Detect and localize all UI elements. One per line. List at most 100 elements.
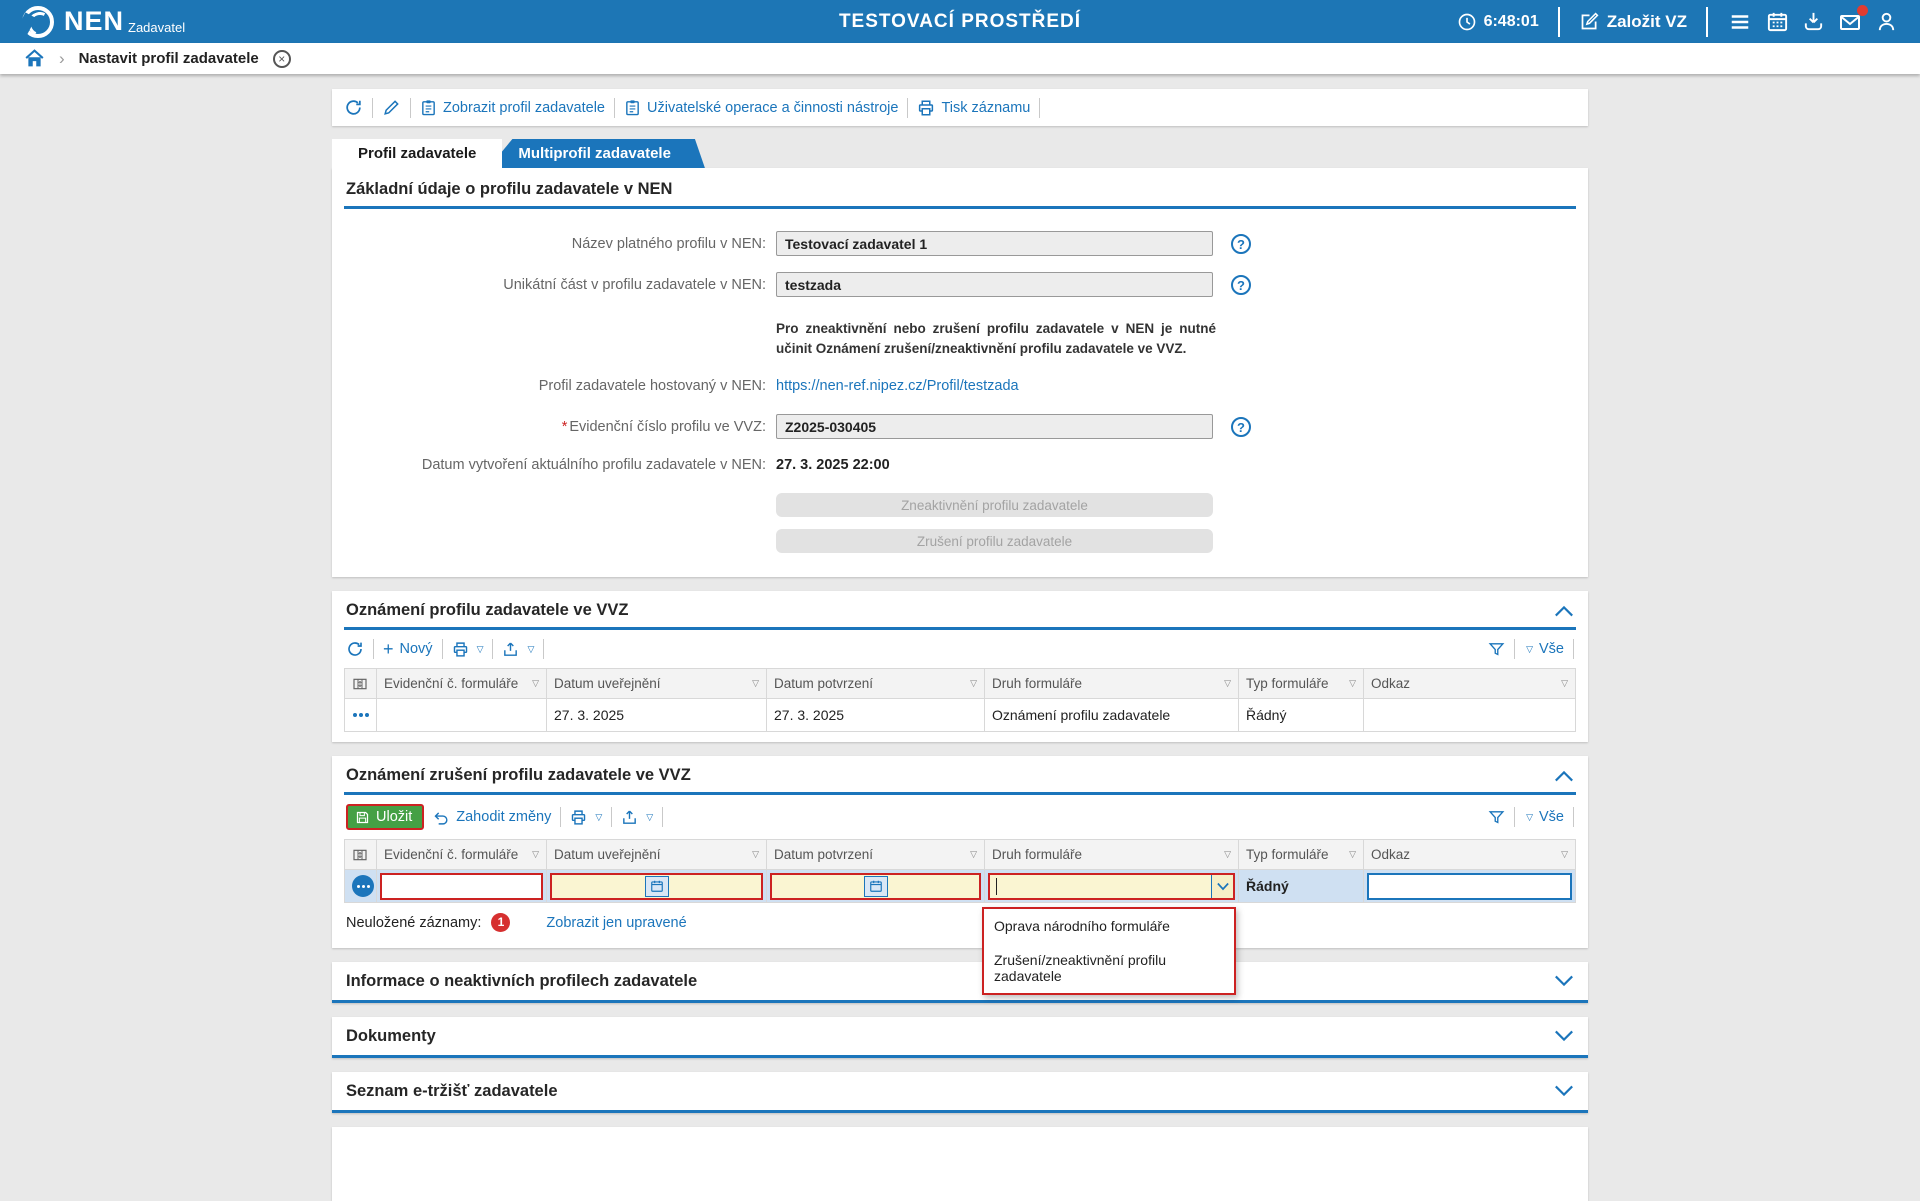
column-header[interactable]: Typ formuláře ▽ — [1238, 668, 1364, 700]
chevron-down-icon[interactable] — [1211, 874, 1233, 898]
discard-changes-button[interactable]: Zahodit změny — [433, 809, 551, 826]
undo-icon — [434, 812, 448, 825]
calendar-picker-icon[interactable] — [863, 875, 888, 897]
row-menu-icon[interactable] — [352, 875, 374, 898]
column-filter-icon[interactable]: ▽ — [532, 849, 539, 860]
brand-role: Zadavatel — [128, 20, 186, 35]
chevron-down-icon[interactable] — [1554, 1029, 1574, 1043]
refresh-icon[interactable] — [344, 98, 363, 117]
dropdown-caret-icon: ▽ — [1526, 811, 1533, 822]
unique-part-label: Unikátní část v profilu zadavatele v NEN… — [503, 276, 766, 293]
nen-logo[interactable]: NEN Zadavatel — [22, 5, 186, 38]
tab-profil-zadavatele[interactable]: Profil zadavatele — [332, 139, 503, 168]
new-record-button[interactable]: + Nový — [383, 640, 433, 658]
pencil-icon[interactable] — [382, 98, 401, 117]
chevron-up-icon[interactable] — [1554, 604, 1574, 618]
marketplaces-section[interactable]: Seznam e-tržišť zadavatele — [332, 1072, 1588, 1114]
column-filter-icon[interactable]: ▽ — [1561, 678, 1568, 689]
menu-icon[interactable] — [1727, 11, 1753, 33]
messages-button[interactable] — [1838, 4, 1868, 34]
announcements-section: Oznámení profilu zadavatele ve VVZ + Nov… — [332, 591, 1588, 743]
form-kind-combobox[interactable] — [988, 872, 1235, 900]
session-timer[interactable]: 6:48:01 — [1457, 12, 1539, 32]
filter-all-select[interactable]: ▽ Vše — [1524, 641, 1564, 657]
column-header[interactable]: Datum uveřejnění ▽ — [546, 668, 767, 700]
row-menu-icon[interactable] — [352, 713, 369, 718]
export-menu-button[interactable]: ▽ — [502, 641, 534, 658]
printer-icon — [919, 100, 934, 115]
confirmed-date-input[interactable] — [772, 874, 864, 898]
show-profile-button[interactable]: Zobrazit profil zadavatele — [420, 99, 605, 116]
column-header[interactable]: Datum potvrzení ▽ — [766, 839, 985, 871]
documents-section[interactable]: Dokumenty — [332, 1017, 1588, 1059]
filter-all-label: Vše — [1539, 809, 1564, 826]
column-filter-icon[interactable]: ▽ — [970, 849, 977, 860]
column-header[interactable]: Druh formuláře ▽ — [984, 839, 1239, 871]
published-date-input[interactable] — [552, 874, 646, 898]
editable-row: Řádný — [344, 869, 1576, 904]
column-filter-icon[interactable]: ▽ — [1561, 849, 1568, 860]
column-filter-icon[interactable]: ▽ — [1349, 849, 1356, 860]
column-filter-icon[interactable]: ▽ — [1349, 678, 1356, 689]
column-header[interactable]: Druh formuláře ▽ — [984, 668, 1239, 700]
user-icon[interactable] — [1875, 10, 1898, 33]
column-header[interactable]: Odkaz ▽ — [1363, 839, 1576, 871]
print-menu-button[interactable]: ▽ — [570, 809, 602, 826]
help-icon[interactable]: ? — [1231, 233, 1251, 254]
calendar-picker-icon[interactable] — [645, 875, 670, 897]
divider — [1573, 639, 1574, 660]
published-date-edit[interactable] — [550, 872, 763, 900]
create-vz-button[interactable]: Založit VZ — [1579, 11, 1687, 32]
column-header[interactable]: Typ formuláře ▽ — [1238, 839, 1364, 871]
funnel-icon[interactable] — [1488, 809, 1505, 826]
download-icon[interactable] — [1802, 10, 1825, 33]
column-filter-icon[interactable]: ▽ — [1224, 678, 1231, 689]
evidence-number-input[interactable] — [382, 874, 541, 898]
confirmed-date-edit[interactable] — [770, 872, 981, 900]
tab-label: Profil zadavatele — [358, 145, 477, 162]
cancel-profile-button[interactable]: Zrušení profilu zadavatele — [776, 529, 1213, 554]
column-filter-icon[interactable]: ▽ — [752, 849, 759, 860]
column-filter-icon[interactable]: ▽ — [752, 678, 759, 689]
dropdown-option[interactable]: Oprava národního formuláře — [994, 918, 1170, 935]
unique-part-input[interactable] — [776, 272, 1213, 297]
column-filter-icon[interactable]: ▽ — [970, 678, 977, 689]
help-icon[interactable]: ? — [1231, 416, 1251, 437]
funnel-icon[interactable] — [1488, 641, 1505, 658]
inactive-profiles-section[interactable]: Informace o neaktivních profilech zadava… — [332, 962, 1588, 1004]
column-header[interactable]: Evidenční č. formuláře ▽ — [376, 839, 547, 871]
save-button[interactable]: Uložit — [346, 804, 425, 831]
tab-multiprofil-zadavatele[interactable]: Multiprofil zadavatele — [488, 139, 705, 168]
help-icon[interactable]: ? — [1231, 274, 1251, 295]
column-header[interactable]: Datum potvrzení ▽ — [766, 668, 985, 700]
profile-url-link[interactable]: https://nen-ref.nipez.cz/Profil/testzada — [776, 378, 1019, 395]
calendar-icon[interactable] — [1766, 10, 1789, 33]
column-header[interactable]: Datum uveřejnění ▽ — [546, 839, 767, 871]
column-filter-icon[interactable]: ▽ — [1224, 849, 1231, 860]
deactivate-profile-button[interactable]: Zneaktivnění profilu zadavatele — [776, 493, 1213, 518]
filter-all-select[interactable]: ▽ Vše — [1524, 809, 1564, 825]
chevron-down-icon[interactable] — [1554, 1084, 1574, 1098]
evidence-number-input[interactable] — [776, 414, 1213, 440]
evidence-number-edit[interactable] — [380, 872, 543, 900]
print-menu-button[interactable]: ▽ — [452, 641, 483, 658]
column-header[interactable]: Odkaz ▽ — [1363, 668, 1576, 700]
chevron-up-icon[interactable] — [1554, 769, 1574, 783]
column-chooser[interactable] — [344, 839, 377, 871]
table-row[interactable]: 27. 3. 2025 27. 3. 2025 Oznámení profilu… — [344, 698, 1576, 733]
name-input[interactable] — [776, 231, 1213, 256]
column-filter-icon[interactable]: ▽ — [532, 678, 539, 689]
column-header[interactable]: Evidenční č. formuláře ▽ — [376, 668, 547, 700]
column-chooser[interactable] — [344, 668, 377, 700]
home-icon[interactable] — [24, 48, 45, 69]
dropdown-option[interactable]: Zrušení/zneaktivnění profilu zadavatele — [994, 952, 1166, 985]
refresh-icon[interactable] — [346, 640, 364, 658]
dropdown-caret-icon: ▽ — [527, 643, 535, 654]
link-input[interactable] — [1367, 872, 1572, 900]
chevron-down-icon[interactable] — [1554, 974, 1574, 988]
show-edited-link[interactable]: Zobrazit jen upravené — [546, 914, 687, 931]
close-icon[interactable]: × — [272, 49, 291, 68]
print-record-button[interactable]: Tisk záznamu — [917, 99, 1030, 117]
export-menu-button[interactable]: ▽ — [621, 809, 653, 826]
user-operations-button[interactable]: Uživatelské operace a činnosti nástroje — [624, 99, 898, 116]
